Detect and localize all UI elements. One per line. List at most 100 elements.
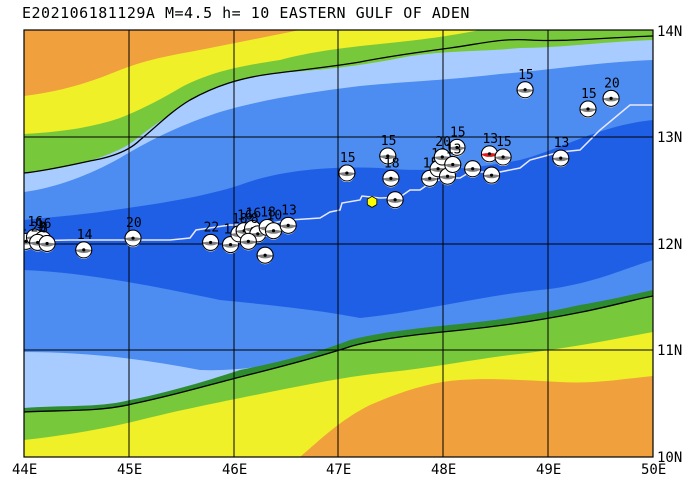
lat-label-11: 11N	[657, 343, 682, 359]
beachball-outline	[386, 191, 404, 209]
depth-label: 1	[224, 223, 232, 238]
beachball-center	[445, 174, 450, 178]
beachball-lobe	[280, 217, 297, 235]
depth-label: 1	[19, 219, 27, 234]
beachball-outline	[382, 169, 400, 187]
focal-mechanism-35: 20	[602, 76, 620, 108]
depth-label: 20	[126, 216, 142, 231]
beachball-center	[487, 152, 492, 156]
focal-mechanism-16	[256, 246, 274, 265]
beachball-center	[586, 107, 590, 111]
depth-label: 15	[381, 134, 397, 149]
beachball-outline	[444, 156, 462, 174]
focal-mechanism-34: 15	[579, 87, 597, 118]
map-title: E202106181129A M=4.5 h= 10 EASTERN GULF …	[22, 4, 470, 22]
beachball-center	[523, 88, 527, 92]
focal-mechanism-6: 20	[124, 216, 142, 248]
beachball-outline	[338, 164, 356, 182]
beachball-outline	[602, 89, 620, 107]
focal-mechanism-21	[386, 191, 404, 209]
focal-mechanism-33: 13	[552, 136, 570, 168]
depth-label: 13	[446, 143, 462, 158]
beachball-outline	[552, 149, 570, 167]
beachball-outline	[464, 160, 482, 178]
lon-label-49: 49E	[536, 462, 561, 478]
beachball-outline	[222, 236, 240, 254]
beachball-center	[82, 248, 86, 252]
map-frame	[23, 29, 654, 458]
beachball-lobe	[39, 235, 56, 253]
beachball-center	[471, 167, 475, 171]
focal-mechanism-4: 8	[38, 222, 56, 253]
beachball-outline	[75, 241, 93, 259]
beachball-center	[386, 154, 390, 158]
beachball-outline	[202, 233, 220, 251]
focal-mechanism-7: 22	[202, 220, 220, 252]
depth-label: 20	[435, 135, 451, 150]
depth-label: 15	[518, 68, 534, 83]
beachball-center	[436, 167, 440, 171]
lon-label-44: 44E	[12, 462, 37, 478]
beachball-center	[609, 96, 613, 100]
depth-label: 15	[581, 87, 597, 102]
depth-label: 13	[281, 203, 297, 218]
focal-mechanism-17: 13	[279, 203, 297, 235]
focal-mechanism-15	[239, 232, 257, 251]
beachball-center	[228, 242, 233, 247]
depth-label: 18	[260, 205, 276, 220]
focal-mechanism-5: 14	[75, 228, 93, 259]
depth-label: 13	[482, 132, 498, 147]
lat-axis-labels: 14N 13N 12N 11N 10N	[657, 24, 682, 466]
beachball-lobe	[387, 191, 404, 209]
beachball-center	[489, 173, 494, 177]
focal-mechanisms: 1161628814202211816168181013151518151820…	[19, 68, 620, 265]
beachball-lobe	[265, 222, 282, 240]
beachball-center	[451, 162, 455, 167]
beachball-lobe	[517, 81, 534, 99]
depth-label: 16	[237, 209, 253, 224]
focal-mechanism-28	[464, 160, 482, 178]
beachball-lobe	[448, 139, 465, 157]
beachball-outline	[448, 138, 466, 156]
depth-label: 13	[554, 136, 570, 151]
beachball-lobe	[125, 230, 142, 248]
beachball-lobe	[240, 233, 257, 251]
beachball-center	[36, 240, 40, 245]
beachball-outline	[38, 235, 56, 252]
beachball-center	[393, 198, 397, 202]
lon-label-48: 48E	[431, 462, 456, 478]
coastline-north	[24, 35, 653, 174]
beachball-lobe	[552, 150, 569, 168]
beachball-outline	[494, 148, 512, 166]
depth-label: 15	[340, 151, 356, 166]
depth-label: 22	[204, 220, 220, 235]
focal-mechanism-26: 15	[448, 125, 466, 157]
beachball-center	[559, 156, 563, 160]
focal-mechanism-27: 13	[444, 143, 462, 174]
beachball-lobe	[483, 167, 500, 185]
beachball-center	[389, 176, 393, 180]
beachball-lobe	[481, 145, 498, 163]
beachball-center	[455, 145, 459, 150]
beachball-center	[45, 241, 49, 246]
beachball-lobe	[580, 100, 597, 118]
focal-mechanism-19: 15	[379, 134, 397, 165]
beachball-center	[345, 171, 349, 175]
beachball-outline	[279, 216, 297, 234]
beachball-outline	[579, 100, 597, 118]
focal-mechanism-22: 15	[421, 156, 438, 188]
focal-mechanism-30: 15	[494, 135, 512, 167]
depth-label: 28	[31, 220, 47, 235]
lat-label-12: 12N	[657, 237, 682, 253]
depth-label: 18	[384, 156, 400, 171]
beachball-outline	[483, 166, 501, 184]
beachball-center	[209, 240, 213, 245]
depth-label: 16	[36, 217, 52, 232]
beachball-lobe	[379, 147, 396, 165]
lat-label-10: 10N	[657, 450, 682, 466]
beachball-center	[263, 253, 267, 257]
depth-label: 10	[267, 209, 283, 224]
lon-label-47: 47E	[326, 462, 351, 478]
lon-label-46: 46E	[222, 462, 247, 478]
focal-mechanism-29: 13	[480, 132, 498, 163]
